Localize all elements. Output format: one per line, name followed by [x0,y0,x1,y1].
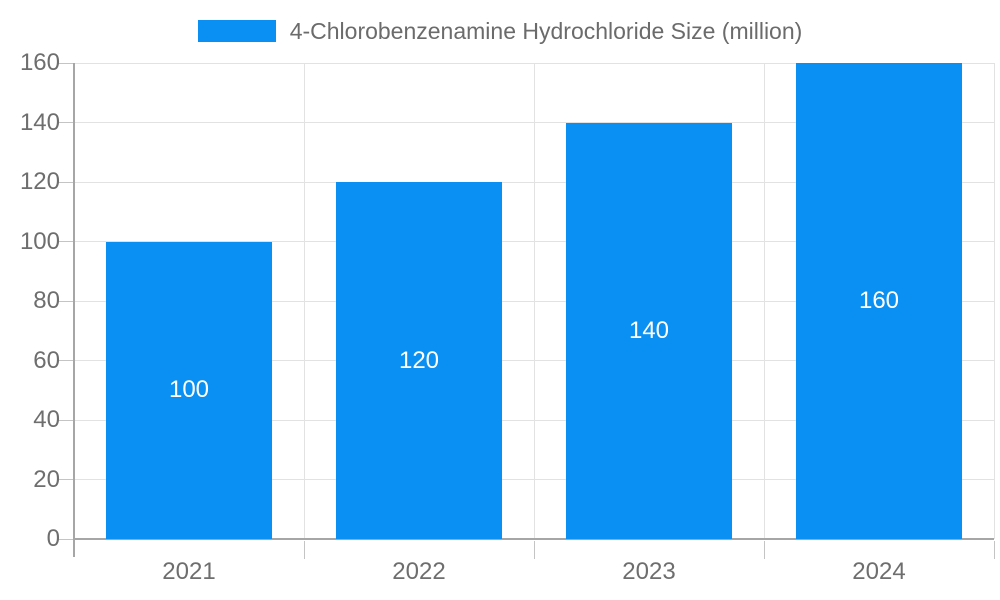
legend-swatch [197,20,276,42]
bar-2024[interactable]: 160 [796,63,962,539]
y-tick-mark [58,181,74,183]
bar-value-label: 140 [628,316,670,344]
y-axis-tick-label: 140 [19,108,60,136]
x-axis-line [74,538,994,540]
y-tick-mark [58,538,74,540]
y-axis-tick-label: 40 [33,406,60,433]
y-tick-mark [58,360,74,361]
x-axis-tick-label: 2024 [852,558,906,585]
y-axis-tick-label: 100 [19,227,60,255]
x-gridline [303,63,305,539]
bar-value-label: 120 [398,346,440,374]
y-tick-mark [58,122,74,123]
x-tick-mark [303,541,305,559]
y-axis-tick-label: 80 [33,287,60,314]
bar-value-label: 100 [168,376,210,404]
x-gridline [763,63,765,539]
y-axis-tick-label: 20 [33,465,60,493]
x-axis-tick-label: 2023 [622,558,676,585]
y-tick-mark [58,62,74,64]
legend-label: 4-Chlorobenzenamine Hydrochloride Size (… [289,17,803,44]
y-axis-tick-label: 120 [19,168,60,195]
bar-2021[interactable]: 100 [106,241,272,539]
x-tick-mark [763,541,765,559]
legend[interactable]: 4-Chlorobenzenamine Hydrochloride Size (… [0,16,1000,46]
y-tick-mark [58,479,74,480]
y-tick-mark [58,241,74,242]
y-axis-tick-label: 0 [46,525,60,552]
y-tick-mark [58,419,74,421]
bar-2023[interactable]: 140 [566,122,732,539]
y-axis-tick-label: 60 [33,346,60,374]
x-gridline [533,63,535,539]
x-axis-tick-label: 2021 [162,558,216,585]
x-tick-mark [993,541,995,559]
y-axis-line [73,63,75,557]
y-tick-mark [58,300,74,302]
bar-value-label: 160 [858,287,900,314]
y-axis-tick-label: 160 [19,49,60,76]
x-gridline [993,63,995,539]
x-axis-tick-label: 2022 [392,558,446,585]
bar-2022[interactable]: 120 [336,182,502,539]
x-tick-mark [533,541,535,559]
